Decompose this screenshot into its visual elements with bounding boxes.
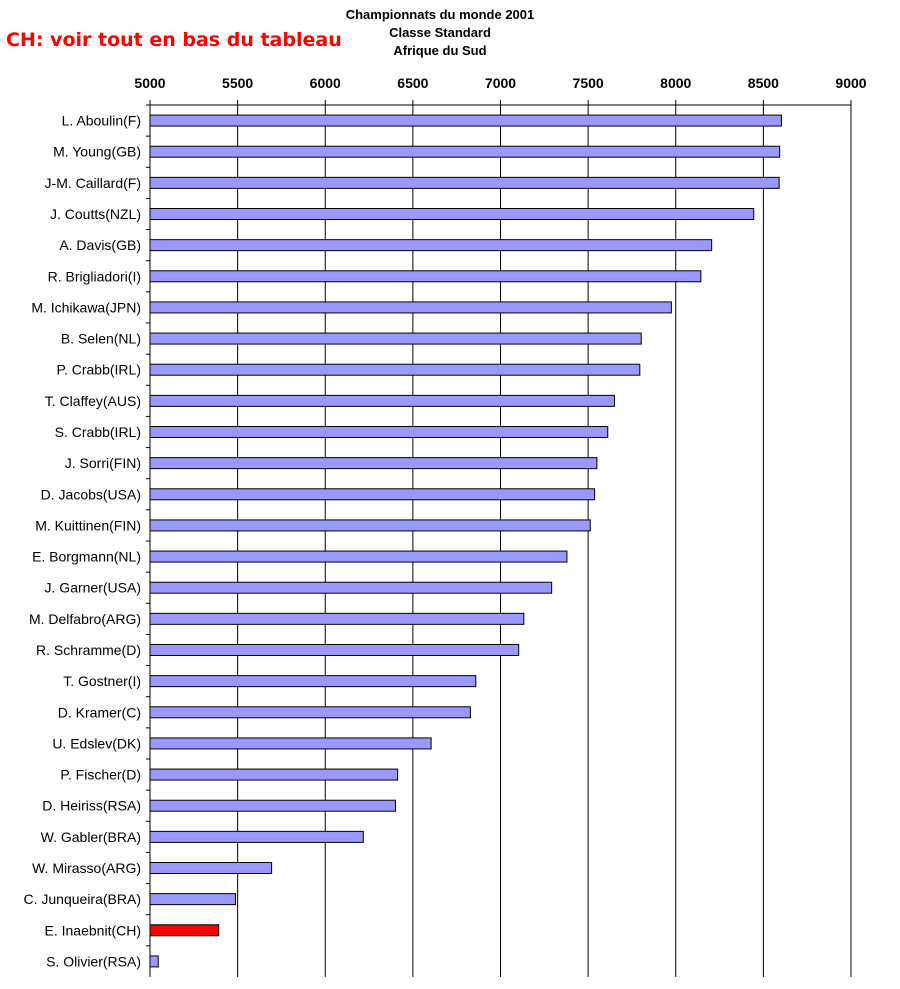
category-label: T. Claffey(AUS) [45,393,141,409]
category-label: U. Edslev(DK) [52,735,141,751]
category-label: S. Crabb(IRL) [55,424,141,440]
category-label: D. Kramer(C) [58,704,141,720]
bar [149,581,553,594]
bar [149,893,237,906]
bar [149,145,781,158]
bar [149,924,220,937]
category-label: E. Inaebnit(CH) [45,922,141,938]
bar [149,612,525,625]
bar [149,799,397,812]
category-label: R. Schramme(D) [36,642,141,658]
category-label: A. Davis(GB) [59,237,141,253]
category-label: T. Gostner(I) [63,673,141,689]
category-label: W. Gabler(BRA) [41,829,141,845]
bar [149,208,755,220]
chart-title: Championnats du monde 2001 [345,7,535,22]
grid-layer [237,105,852,977]
category-label: D. Jacobs(USA) [41,486,141,502]
bar [149,426,609,438]
chart-subtitle: Classe Standard [389,25,491,40]
category-label: W. Mirasso(ARG) [32,860,141,876]
bar [149,488,596,501]
note-text: CH: voir tout en bas du tableau [6,29,342,51]
category-label: M. Delfabro(ARG) [29,611,141,627]
bar [149,550,568,563]
bar [149,270,702,283]
x-tick-label: 8000 [660,75,691,91]
x-tick-label: 6000 [310,75,341,91]
bar [149,955,159,968]
x-tick-label: 5500 [222,75,253,91]
bar [149,644,520,656]
bar [149,176,780,189]
bar [149,239,713,252]
bar-layer [149,114,782,968]
category-label: R. Brigliadori(I) [48,268,141,284]
category-label: C. Junqueira(BRA) [24,891,142,907]
category-label: J. Garner(USA) [45,580,141,596]
bar [149,706,471,719]
x-tick-label: 6500 [397,75,428,91]
bar [149,457,598,470]
x-tick-label: 8500 [748,75,779,91]
bar [149,363,641,376]
bar [149,519,591,532]
category-label: S. Olivier(RSA) [46,953,141,969]
category-label: J-M. Caillard(F) [45,175,141,191]
bar [149,301,672,314]
category-label: P. Fischer(D) [60,767,141,783]
bar [149,114,782,127]
x-tick-label: 7500 [573,75,604,91]
x-tick-label: 9000 [835,75,866,91]
category-label: M. Young(GB) [53,144,141,160]
bar [149,768,399,781]
category-label: L. Aboulin(F) [62,113,141,129]
bar [149,394,615,407]
category-label: P. Crabb(IRL) [56,362,141,378]
category-label: J. Coutts(NZL) [50,206,141,222]
bar [149,332,642,345]
bar [149,675,477,688]
category-label: M. Kuittinen(FIN) [35,517,141,533]
category-label: D. Heiriss(RSA) [42,798,141,814]
category-label: J. Sorri(FIN) [65,455,141,471]
bar [149,862,273,874]
bar [149,830,364,843]
category-label: M. Ichikawa(JPN) [31,299,141,315]
x-tick-label: 5000 [134,75,165,91]
category-label: B. Selen(NL) [61,331,141,347]
x-tick-label: 7000 [485,75,516,91]
bar [149,737,432,750]
axis-layer: 5000 5500 6000 6500 7000 7500 8000 8500 9000 L. A… [24,75,867,977]
chart-subtitle-2: Afrique du Sud [393,43,487,58]
category-label: E. Borgmann(NL) [32,549,141,565]
